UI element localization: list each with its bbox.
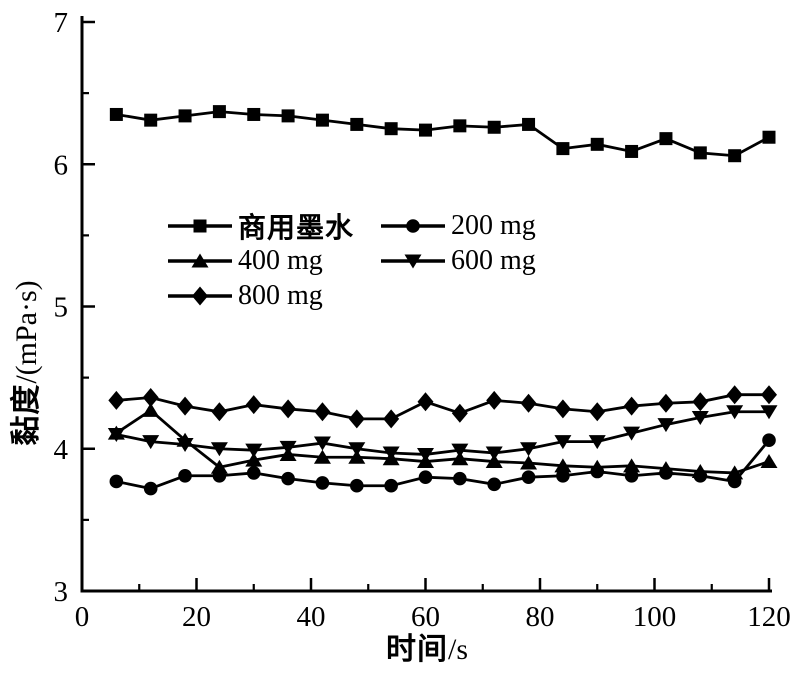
svg-text:40: 40 bbox=[297, 601, 326, 633]
x-axis-label-cjk: 时间 bbox=[385, 633, 448, 666]
triangle-up-marker-icon bbox=[168, 253, 232, 267]
legend-label: 商用墨水 bbox=[238, 211, 355, 243]
legend: 商用墨水 400 mg 800 mg 200 mg 600 mg bbox=[167, 208, 536, 313]
legend-label: 600 mg bbox=[451, 244, 536, 276]
x-axis-label-unit: /s bbox=[447, 633, 468, 666]
y-axis-label-cjk: 黏度 bbox=[10, 383, 43, 446]
svg-text:80: 80 bbox=[526, 601, 555, 633]
circle-marker-icon bbox=[381, 218, 446, 233]
legend-item-200mg: 200 mg bbox=[380, 208, 536, 243]
y-axis-label-unit: /(mPa·s) bbox=[10, 280, 43, 384]
y-axis-label: 黏度/(mPa·s) bbox=[9, 238, 47, 488]
triangle-down-marker-icon bbox=[381, 254, 446, 268]
svg-text:5: 5 bbox=[54, 292, 69, 324]
legend-label: 400 mg bbox=[238, 244, 323, 276]
square-marker-icon bbox=[168, 219, 232, 232]
series-circle bbox=[109, 433, 776, 496]
legend-item-400mg: 400 mg bbox=[167, 243, 354, 278]
ticks: 0 20 40 60 80 100 120 3 4 5 6 7 bbox=[54, 7, 791, 633]
series-diamond bbox=[108, 385, 777, 429]
svg-text:100: 100 bbox=[633, 601, 677, 633]
legend-item-commercial-ink: 商用墨水 bbox=[167, 208, 354, 243]
legend-item-800mg: 800 mg bbox=[167, 278, 354, 313]
legend-item-600mg: 600 mg bbox=[380, 243, 536, 278]
svg-text:20: 20 bbox=[182, 601, 211, 633]
series-triangle-up bbox=[107, 402, 778, 480]
diamond-marker-icon bbox=[168, 286, 232, 305]
series-square bbox=[109, 105, 776, 163]
series-triangle-down bbox=[107, 405, 778, 462]
legend-label: 200 mg bbox=[451, 209, 536, 241]
svg-text:60: 60 bbox=[411, 601, 440, 633]
svg-text:3: 3 bbox=[54, 576, 69, 608]
svg-text:0: 0 bbox=[75, 601, 90, 633]
x-axis-label: 时间/s bbox=[282, 632, 572, 668]
svg-text:120: 120 bbox=[747, 601, 791, 633]
legend-label: 800 mg bbox=[238, 279, 323, 311]
svg-text:6: 6 bbox=[54, 149, 69, 181]
svg-text:7: 7 bbox=[54, 7, 69, 39]
svg-text:4: 4 bbox=[54, 434, 69, 466]
